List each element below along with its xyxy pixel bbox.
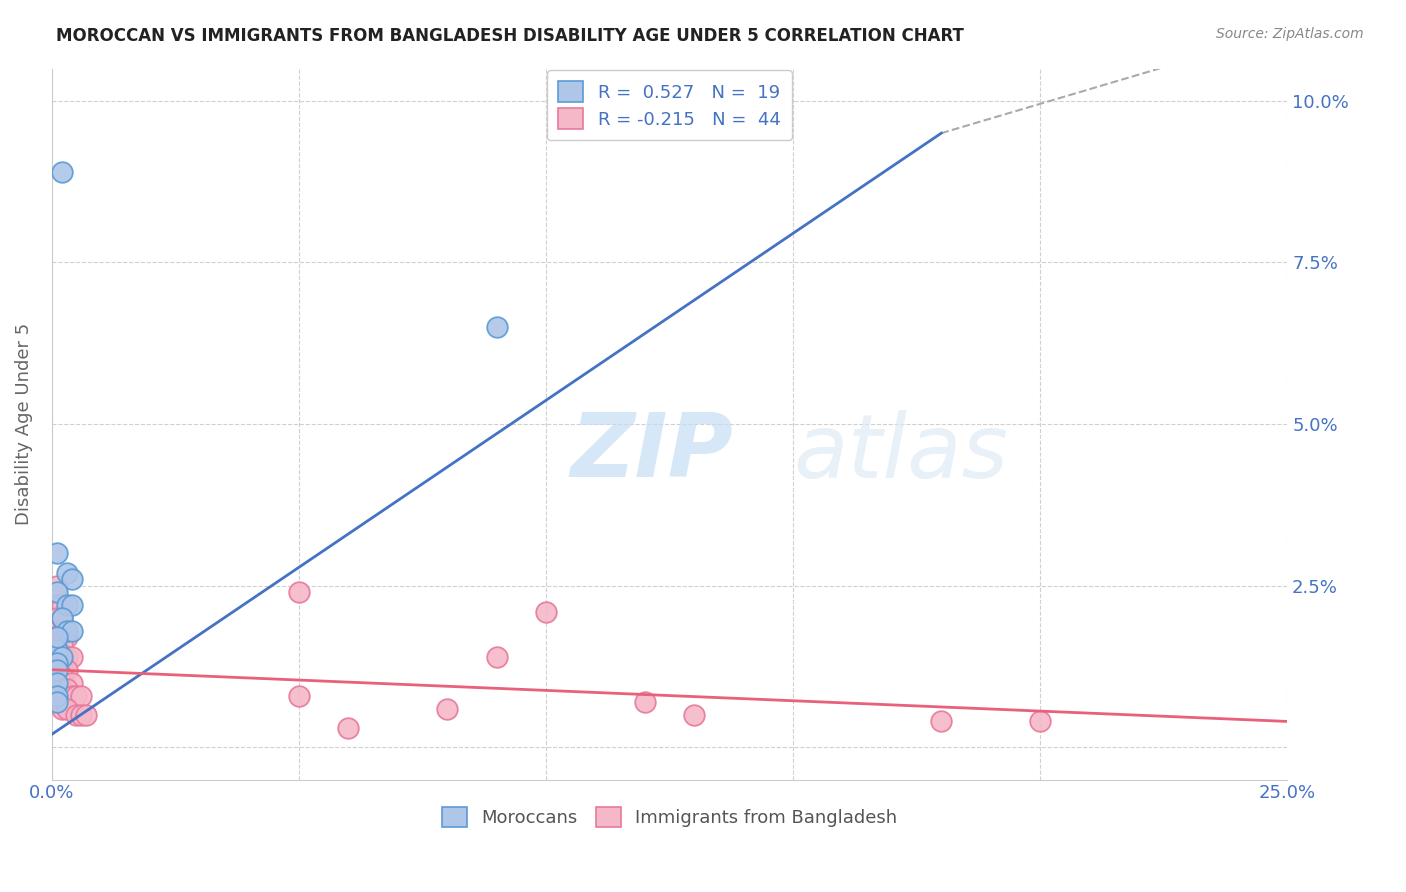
Point [45, 663, 67, 677]
Point [45, 669, 67, 683]
Point [51, 675, 73, 690]
Y-axis label: Disability Age Under 5: Disability Age Under 5 [15, 323, 32, 525]
Point [55, 624, 77, 638]
Point [45, 643, 67, 657]
Point [45, 598, 67, 612]
Point [51, 611, 73, 625]
Point [45, 546, 67, 560]
Point [51, 624, 73, 638]
Point [51, 637, 73, 651]
Point [55, 566, 77, 580]
Point [55, 631, 77, 645]
Point [70, 689, 93, 703]
Point [634, 695, 657, 709]
Point [51, 701, 73, 715]
Point [60, 675, 83, 690]
Point [45, 579, 67, 593]
Text: atlas: atlas [793, 409, 1008, 496]
Point [51, 165, 73, 179]
Text: ZIP: ZIP [571, 409, 734, 496]
Point [485, 649, 508, 664]
Text: MOROCCAN VS IMMIGRANTS FROM BANGLADESH DISABILITY AGE UNDER 5 CORRELATION CHART: MOROCCAN VS IMMIGRANTS FROM BANGLADESH D… [56, 27, 965, 45]
Point [1029, 714, 1052, 729]
Point [45, 657, 67, 671]
Point [51, 598, 73, 612]
Point [45, 611, 67, 625]
Point [60, 649, 83, 664]
Point [929, 714, 952, 729]
Point [485, 320, 508, 334]
Point [45, 675, 67, 690]
Point [45, 675, 67, 690]
Point [65, 689, 87, 703]
Point [55, 682, 77, 697]
Point [45, 643, 67, 657]
Point [683, 708, 706, 723]
Point [288, 585, 311, 599]
Point [45, 695, 67, 709]
Point [288, 689, 311, 703]
Point [337, 721, 360, 735]
Point [45, 657, 67, 671]
Point [45, 637, 67, 651]
Point [45, 631, 67, 645]
Point [60, 572, 83, 586]
Point [60, 598, 83, 612]
Point [70, 708, 93, 723]
Point [55, 598, 77, 612]
Point [75, 708, 97, 723]
Point [55, 663, 77, 677]
Point [45, 663, 67, 677]
Point [51, 663, 73, 677]
Point [45, 695, 67, 709]
Point [51, 657, 73, 671]
Point [51, 611, 73, 625]
Legend: Moroccans, Immigrants from Bangladesh: Moroccans, Immigrants from Bangladesh [434, 799, 904, 835]
Point [51, 649, 73, 664]
Point [60, 689, 83, 703]
Point [65, 708, 87, 723]
Point [51, 669, 73, 683]
Point [534, 605, 557, 619]
Point [45, 585, 67, 599]
Text: Source: ZipAtlas.com: Source: ZipAtlas.com [1216, 27, 1364, 41]
Point [51, 682, 73, 697]
Point [55, 701, 77, 715]
Point [45, 689, 67, 703]
Point [55, 649, 77, 664]
Point [436, 701, 458, 715]
Point [60, 624, 83, 638]
Point [45, 624, 67, 638]
